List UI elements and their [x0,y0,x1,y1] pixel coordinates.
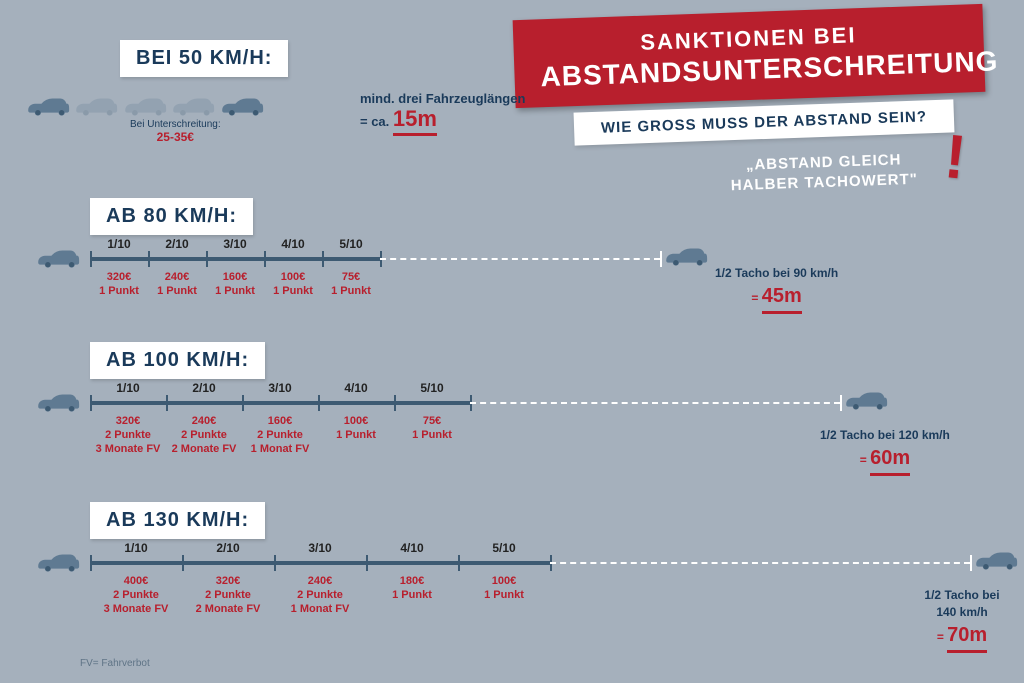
penalty: 100€1 Punkt [273,271,313,299]
car-ghost-icon [74,95,118,117]
penalty: 100€1 Punkt [484,575,524,603]
s50-right2-val: 15m [393,106,437,136]
car-ghost-icon [123,95,167,117]
footnote: FV= Fahrverbot [80,658,150,669]
car-icon [220,95,264,117]
s50-distance: mind. drei Fahrzeuglängen = ca. 15m [360,91,525,136]
fraction-label: 2/10 [192,381,215,395]
axis-tick [318,395,320,411]
section-100: AB 100 KM/H: 1/102/103/104/105/10320€2 P… [20,342,1004,473]
axis [90,401,470,405]
car-icon [844,389,888,411]
axis-tick [366,555,368,571]
penalty: 320€1 Punkt [99,271,139,299]
axis-tick [90,555,92,571]
fraction-label: 3/10 [268,381,291,395]
s50-under-fine: 25-35€ [130,130,221,144]
penalty: 240€1 Punkt [157,271,197,299]
axis-tick [458,555,460,571]
axis-tick [90,395,92,411]
fraction-label: 2/10 [216,541,239,555]
axis-tick [394,395,396,411]
penalty: 75€1 Punkt [331,271,371,299]
fraction-label: 3/10 [223,237,246,251]
car-icon [664,245,708,267]
axis [90,257,380,261]
speed-label-130: AB 130 KM/H: [90,502,265,539]
axis-tick [322,251,324,267]
speed-label-100: AB 100 KM/H: [90,342,265,379]
axis-tick [166,395,168,411]
car-icon [974,549,1018,571]
s50-under-label: Bei Unterschreitung: [130,119,221,130]
dash-line [470,402,840,404]
penalty-row-80: 1/102/103/104/105/10320€1 Punkt240€1 Pun… [20,249,1004,329]
dash-line [380,258,660,260]
axis-tick [182,555,184,571]
dash-line [550,562,970,564]
fraction-label: 1/10 [107,237,130,251]
penalty: 320€2 Punkte3 Monate FV [96,415,161,456]
distance-text: 1/2 Tacho bei 140 km/h= 70m [920,587,1004,653]
fraction-label: 4/10 [400,541,423,555]
section-130: AB 130 KM/H: 1/102/103/104/105/10400€2 P… [20,502,1004,633]
fraction-label: 2/10 [165,237,188,251]
car-ghost-icon [171,95,215,117]
penalty: 320€2 Punkte2 Monate FV [196,575,261,616]
end-tick [840,395,842,411]
speed-label-50: BEI 50 KM/H: [120,40,288,77]
penalty: 100€1 Punkt [336,415,376,443]
s50-right2-prefix: = ca. [360,114,393,129]
distance-text: 1/2 Tacho bei 90 km/h= 45m [715,265,838,314]
axis-tick [274,555,276,571]
quote: „ABSTAND GLEICH HALBER TACHOWERT" [663,147,984,197]
penalty: 160€1 Punkt [215,271,255,299]
penalty-row-130: 1/102/103/104/105/10400€2 Punkte3 Monate… [20,553,1004,633]
axis-tick [206,251,208,267]
fraction-label: 5/10 [339,237,362,251]
fraction-label: 5/10 [420,381,443,395]
distance-text: 1/2 Tacho bei 120 km/h= 60m [820,427,950,476]
fraction-label: 5/10 [492,541,515,555]
penalty: 160€2 Punkte1 Monat FV [251,415,310,456]
s50-undertext: Bei Unterschreitung: 25-35€ [130,119,221,144]
penalty: 240€2 Punkte1 Monat FV [291,575,350,616]
axis-tick [90,251,92,267]
axis-tick [264,251,266,267]
fraction-label: 1/10 [116,381,139,395]
penalty: 240€2 Punkte2 Monate FV [172,415,237,456]
fraction-label: 4/10 [281,237,304,251]
end-tick [660,251,662,267]
speed-label-80: AB 80 KM/H: [90,198,253,235]
fraction-label: 3/10 [308,541,331,555]
car-icon [26,95,70,117]
fraction-label: 1/10 [124,541,147,555]
car-icon [36,391,80,413]
end-tick [970,555,972,571]
penalty: 75€1 Punkt [412,415,452,443]
penalty-row-100: 1/102/103/104/105/10320€2 Punkte3 Monate… [20,393,1004,473]
axis-tick [242,395,244,411]
axis [90,561,550,565]
car-icon [36,551,80,573]
car-row-50: Bei Unterschreitung: 25-35€ mind. drei F… [20,95,1004,135]
car-icon [36,247,80,269]
section-80: AB 80 KM/H: 1/102/103/104/105/10320€1 Pu… [20,198,1004,329]
fraction-label: 4/10 [344,381,367,395]
axis-tick [148,251,150,267]
section-50: BEI 50 KM/H: Bei Unterschreitung: 25-35€… [20,40,1004,135]
penalty: 180€1 Punkt [392,575,432,603]
penalty: 400€2 Punkte3 Monate FV [104,575,169,616]
s50-right1: mind. drei Fahrzeuglängen [360,91,525,106]
